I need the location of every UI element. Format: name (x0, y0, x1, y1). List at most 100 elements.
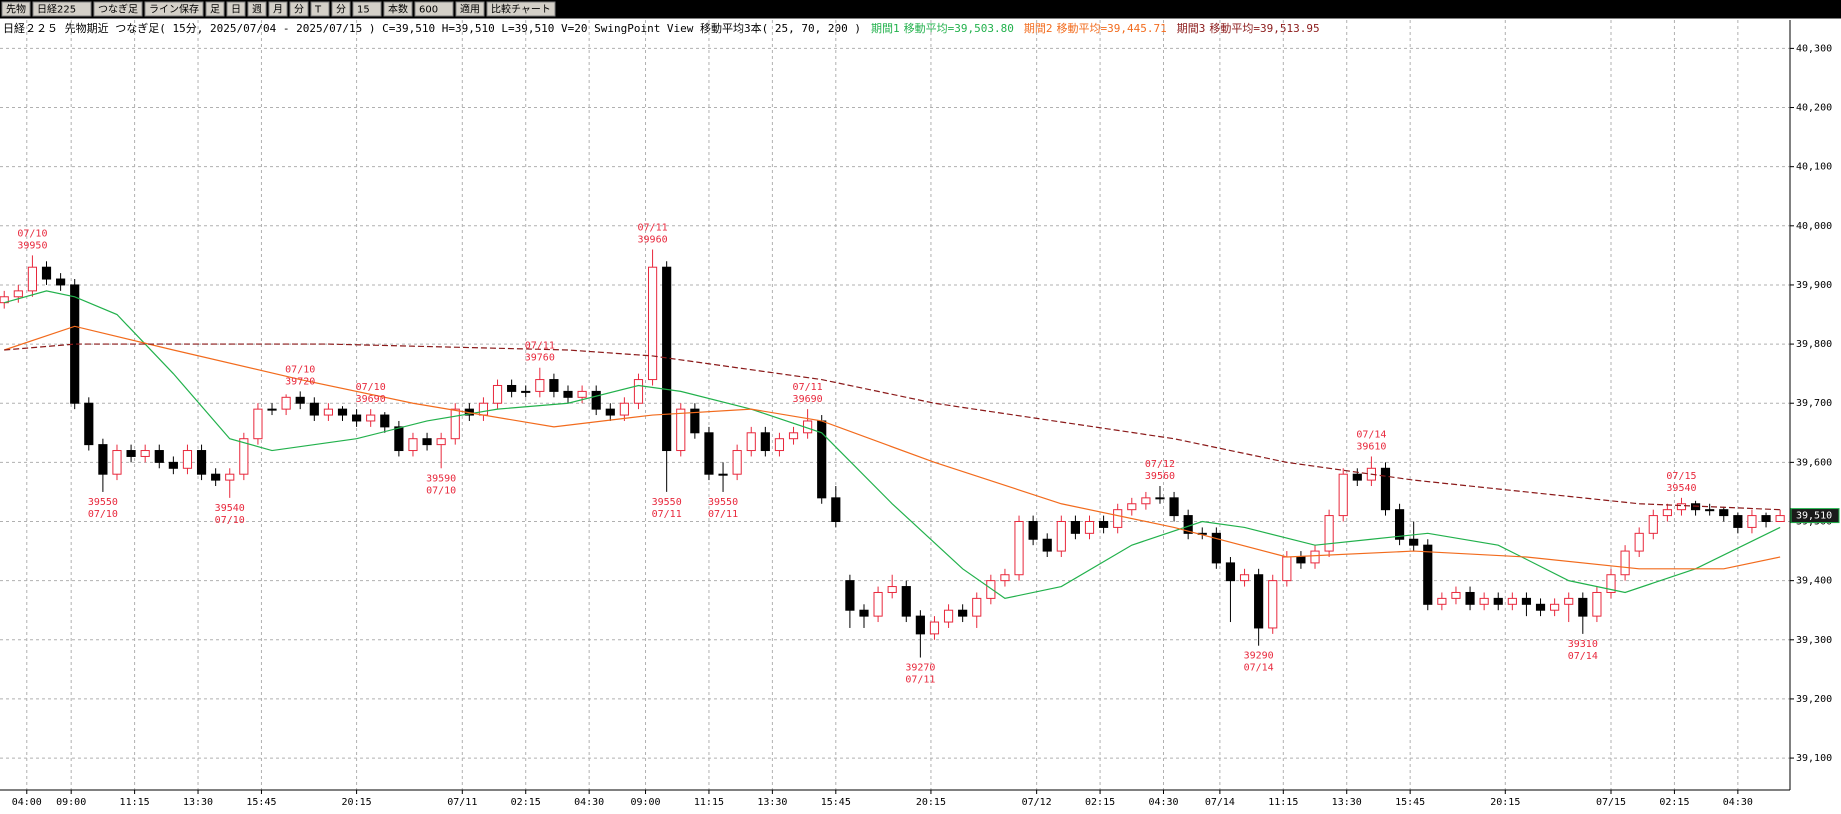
candle-body (1169, 497, 1179, 517)
candle-body (1775, 515, 1785, 523)
swing-price: 39540 (1666, 483, 1696, 494)
candle-body (295, 396, 305, 404)
toolbar-button[interactable] (32, 1, 92, 17)
toolbar-button[interactable] (331, 1, 351, 17)
candle-body (1592, 591, 1602, 617)
candle-body (887, 586, 897, 593)
swing-price: 39690 (356, 394, 386, 405)
x-tick-label: 15:45 (821, 797, 851, 808)
toolbar-button[interactable] (383, 1, 413, 17)
candle-body (591, 390, 601, 410)
candle-body (253, 408, 263, 440)
x-tick-label: 07/11 (447, 797, 477, 808)
candle-body (845, 580, 855, 611)
candle-body (1578, 597, 1588, 617)
toolbar-button[interactable] (1, 1, 31, 17)
candle-body (1000, 574, 1010, 582)
candle-body (1014, 521, 1024, 576)
x-tick-label: 11:15 (1268, 797, 1298, 808)
x-tick-label: 15:45 (1395, 797, 1425, 808)
candle-body (13, 290, 23, 298)
toolbar-label: 600 (419, 5, 438, 16)
swing-date: 07/10 (426, 485, 456, 496)
legend-name: 期間2 (1024, 22, 1053, 35)
x-tick-label: 02:15 (1085, 797, 1115, 808)
candle-body (563, 390, 573, 398)
toolbar-label: つなぎ足 (98, 3, 138, 16)
toolbar-button[interactable] (268, 1, 288, 17)
y-tick-label: 39,200 (1796, 694, 1832, 705)
candle-body (577, 390, 587, 398)
y-tick-label: 39,300 (1796, 635, 1832, 646)
y-tick-label: 40,100 (1796, 162, 1832, 173)
legend-value: 移動平均=39,445.71 (1057, 21, 1167, 35)
candle-body (154, 450, 164, 463)
candle-body (1084, 521, 1095, 534)
toolbar-button[interactable] (352, 1, 382, 17)
candle-body (1155, 497, 1165, 500)
toolbar-button[interactable] (205, 1, 225, 17)
candle-body (958, 609, 968, 617)
toolbar-button[interactable] (247, 1, 267, 17)
candle-body (309, 402, 319, 416)
candle-body (788, 432, 799, 440)
toolbar-button[interactable] (486, 1, 556, 17)
candle-body (1141, 497, 1151, 505)
candle-body (873, 591, 883, 617)
candle-body (1268, 580, 1278, 629)
x-tick-label: 07/12 (1022, 797, 1052, 808)
candle-body (1521, 597, 1532, 605)
swing-date: 07/10 (17, 228, 47, 239)
candle-body (380, 414, 390, 428)
toolbar-button[interactable] (93, 1, 143, 17)
candle-body (859, 609, 869, 617)
candle-body (196, 450, 207, 475)
candle-body (394, 426, 404, 452)
toolbar-label: 分 (336, 4, 346, 16)
toolbar-button[interactable] (414, 1, 454, 17)
toolbar-label: 週 (252, 4, 262, 16)
toolbar-button[interactable] (289, 1, 309, 17)
candle-body (408, 438, 418, 452)
candle-body (182, 450, 193, 469)
swing-date: 07/10 (215, 515, 245, 526)
candle-body (140, 450, 150, 457)
toolbar-label: ライン保存 (149, 3, 199, 16)
y-tick-label: 39,800 (1796, 339, 1832, 350)
candle-body (1465, 591, 1475, 605)
candle-body (1648, 515, 1658, 534)
toolbar-button[interactable] (226, 1, 246, 17)
candle-body (267, 408, 277, 411)
candle-body (986, 580, 996, 599)
candle-body (1324, 515, 1334, 552)
candle-body (1550, 603, 1560, 611)
swing-date: 07/10 (356, 382, 386, 393)
toolbar-button[interactable] (455, 1, 485, 17)
candle-body (1282, 556, 1292, 582)
candle-body (774, 438, 785, 452)
y-tick-label: 39,600 (1796, 457, 1832, 468)
swing-price: 39290 (1244, 651, 1274, 662)
candle-body (1747, 515, 1757, 528)
candle-body (1493, 597, 1503, 605)
toolbar-button[interactable] (144, 1, 204, 17)
x-tick-label: 04:30 (574, 797, 604, 808)
candle-body (1634, 532, 1644, 552)
legend-value: 移動平均=39,503.80 (904, 21, 1014, 35)
swing-price: 39960 (638, 234, 668, 245)
last-price-box (1790, 508, 1840, 524)
candle-body (1662, 509, 1672, 517)
legend-value: 移動平均=39,513.95 (1209, 21, 1319, 35)
toolbar-button[interactable] (310, 1, 330, 17)
candle-body (168, 461, 178, 469)
candle-body (690, 408, 700, 434)
candle-body (901, 586, 911, 617)
y-tick-label: 39,400 (1796, 576, 1832, 587)
swing-price: 39950 (17, 240, 47, 251)
x-tick-label: 20:15 (1490, 797, 1520, 808)
candle-body (366, 414, 376, 422)
candle-body (84, 402, 94, 446)
candle-body (1352, 473, 1362, 481)
toolbar-label: 15 (357, 5, 370, 16)
candle-body (1705, 509, 1715, 512)
